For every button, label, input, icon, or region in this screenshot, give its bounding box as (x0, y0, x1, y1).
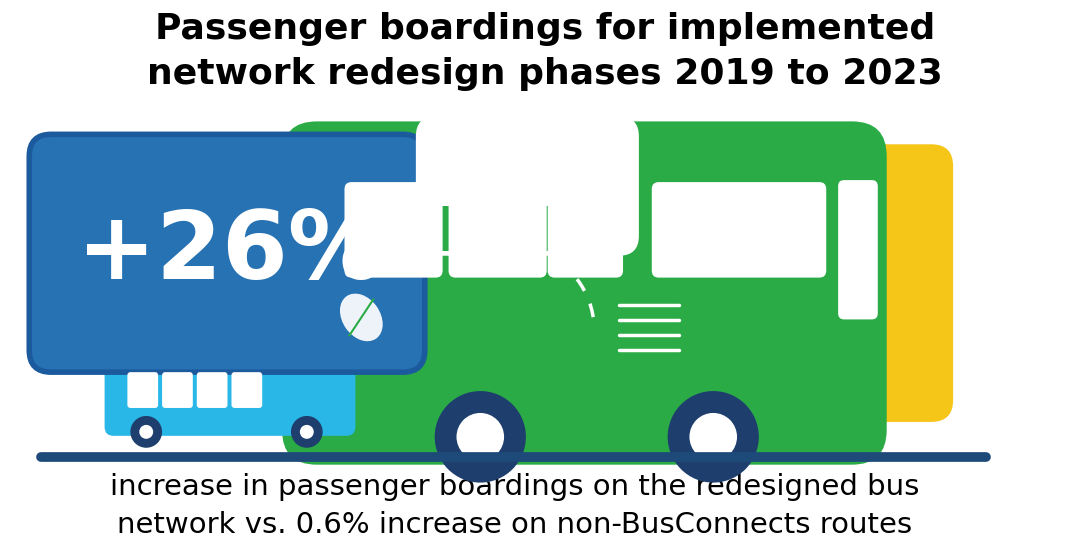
Circle shape (131, 416, 162, 448)
Circle shape (667, 391, 759, 482)
Ellipse shape (340, 294, 382, 341)
Circle shape (139, 425, 153, 439)
Circle shape (300, 425, 314, 439)
Circle shape (689, 413, 737, 461)
FancyBboxPatch shape (105, 346, 355, 436)
FancyBboxPatch shape (282, 121, 887, 465)
FancyBboxPatch shape (567, 144, 954, 422)
Text: +26%: +26% (77, 207, 382, 299)
FancyBboxPatch shape (548, 182, 623, 277)
FancyBboxPatch shape (231, 372, 262, 408)
FancyBboxPatch shape (416, 116, 639, 256)
Text: increase in passenger boardings on the redesigned bus
network vs. 0.6% increase : increase in passenger boardings on the r… (110, 473, 920, 539)
Text: Passenger boardings for implemented
network redesign phases 2019 to 2023: Passenger boardings for implemented netw… (147, 12, 943, 91)
Circle shape (291, 416, 323, 448)
FancyBboxPatch shape (29, 134, 424, 372)
FancyBboxPatch shape (197, 372, 228, 408)
FancyBboxPatch shape (345, 182, 443, 277)
Circle shape (457, 413, 504, 461)
FancyBboxPatch shape (127, 372, 158, 408)
FancyBboxPatch shape (838, 180, 878, 319)
FancyBboxPatch shape (448, 182, 546, 277)
Circle shape (434, 391, 526, 482)
FancyBboxPatch shape (435, 206, 619, 251)
FancyBboxPatch shape (162, 372, 193, 408)
FancyBboxPatch shape (651, 182, 826, 277)
